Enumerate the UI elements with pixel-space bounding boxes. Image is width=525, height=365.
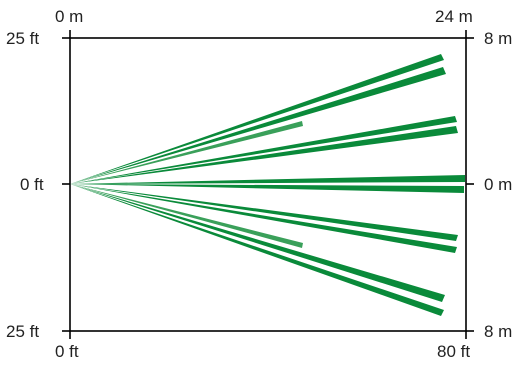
label-bottom-right-ft: 80 ft xyxy=(437,342,471,361)
tick-marks xyxy=(62,30,474,339)
label-right-mid-m: 0 m xyxy=(484,175,513,194)
beam-short-upper xyxy=(70,121,303,184)
beam-lower-outer-b xyxy=(70,184,444,316)
beam-short-lower xyxy=(70,184,303,248)
label-bottom-left-ft: 0 ft xyxy=(55,342,79,361)
short-beam-group xyxy=(70,121,303,248)
beam-upper-mid-b xyxy=(70,126,458,184)
beam-upper-mid-a xyxy=(70,116,457,184)
label-right-bottom-m: 8 m xyxy=(484,322,513,341)
beam-upper-outer-a xyxy=(70,54,444,184)
beam-lower-outer-a xyxy=(70,184,445,302)
label-left-top-ft: 25 ft xyxy=(6,29,40,48)
label-right-top-m: 8 m xyxy=(484,29,513,48)
beam-upper-outer-b xyxy=(70,67,446,184)
label-left-mid-ft: 0 ft xyxy=(20,175,44,194)
beam-center-b xyxy=(70,184,464,193)
beam-lower-mid-a xyxy=(70,184,458,241)
beam-group xyxy=(70,54,465,316)
label-top-right-m: 24 m xyxy=(435,7,473,26)
beam-center-a xyxy=(70,175,465,184)
label-left-bottom-ft: 25 ft xyxy=(6,322,40,341)
label-top-left-m: 0 m xyxy=(55,7,84,26)
beam-lower-mid-b xyxy=(70,184,457,253)
